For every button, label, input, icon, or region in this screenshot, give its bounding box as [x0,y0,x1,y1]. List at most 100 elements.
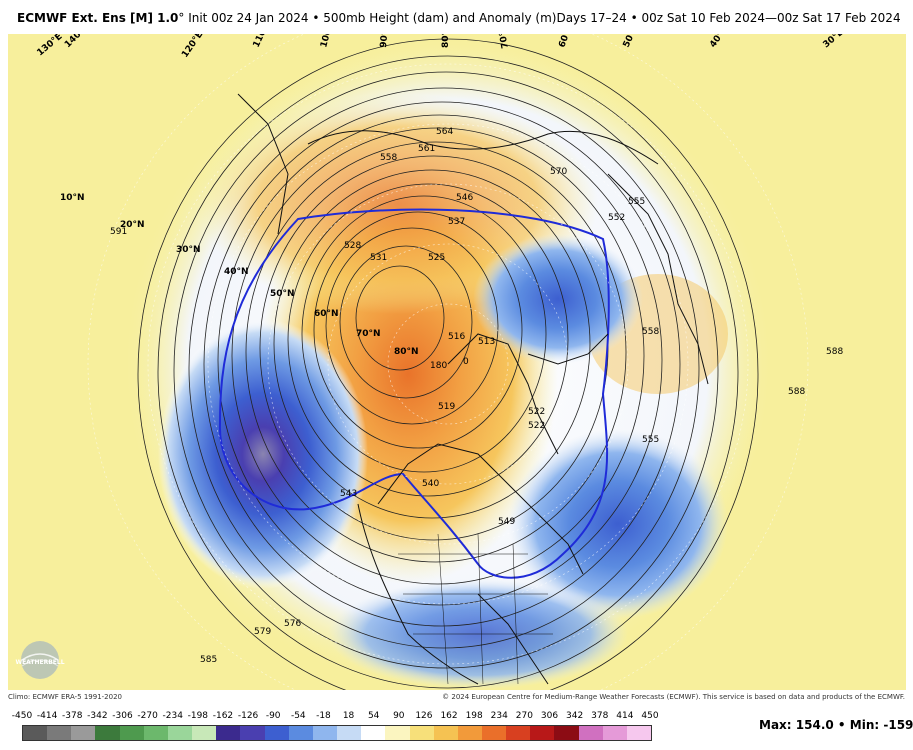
separator: • [837,718,846,732]
contour-label: 555 [628,197,645,207]
contour-label: 549 [498,517,515,527]
colorbar-tick-label: -414 [36,711,58,721]
colorbar-tick-label: 342 [566,711,584,721]
height-contours [137,38,759,690]
colorbar-swatch [23,726,48,740]
contour-label: 540 [422,479,439,489]
contour-label: 519 [438,402,455,412]
lon-label: 90°E [379,34,391,48]
contour-label: 576 [284,619,301,629]
colorbar-strip [22,725,652,741]
colorbar-tick-label: 126 [415,711,433,721]
contour-label: 525 [428,253,445,263]
contour-label: 558 [380,153,397,163]
lat-label: 80°N [394,347,419,357]
colorbar-swatch [554,726,579,740]
colorbar-legend: -450 -414 -378 -342 -306 -270 -234 -198 -162 -126… [0,705,913,750]
credits-bar: Climo: ECMWF ERA-5 1991-2020 © 2024 Euro… [0,690,913,704]
colorbar-tick-label: -342 [87,711,108,721]
contour-label: 561 [418,144,435,154]
colorbar-swatch [216,726,241,740]
colorbar-tick-label: -198 [187,711,209,721]
colorbar-swatch [95,726,120,740]
lon-label: 70°E [497,34,511,49]
colorbar-tick-label: 234 [490,711,508,721]
contour-label: 522 [528,421,545,431]
polar-stereographic-map: 10°N 20°N 30°N 40°N 50°N 60°N 70°N 80°N … [8,34,906,690]
colorbar-swatch [192,726,217,740]
colorbar-swatch [530,726,555,740]
colorbar-swatch [119,726,144,740]
colorbar-swatch [506,726,531,740]
colorbar-swatch [385,726,410,740]
chart-title: ECMWF Ext. Ens [M] 1.0° Init 00z 24 Jan … [17,11,901,25]
contour-label: 585 [200,655,217,665]
colorbar-swatch [264,726,289,740]
coastlines [237,93,709,685]
title-details: Init 00z 24 Jan 2024 • 500mb Height (dam… [184,11,901,25]
lat-label: 40°N [224,267,249,277]
colorbar-tick-labels: -450 -414 -378 -342 -306 -270 -234 -198 -162 -126… [12,711,659,723]
max-value: 154.0 [795,718,834,732]
colorbar-swatch [167,726,193,740]
max-min-readout: Max: 154.0 • Min: -159.2 [759,718,913,732]
colorbar-swatch [433,726,458,740]
colorbar-tick-label: -54 [290,711,306,721]
colorbar-tick-label: 198 [465,711,483,721]
graticule [87,34,809,690]
lat-label: 20°N [120,220,145,230]
lat-label: 10°N [60,193,85,203]
contour-label: 528 [344,241,361,251]
colorbar-tick-label: -270 [137,711,158,721]
contour-labels: 564 561 558 546 537 528 525 516 519 522 … [110,127,843,665]
map-canvas: 10°N 20°N 30°N 40°N 50°N 60°N 70°N 80°N … [8,34,906,690]
climo-credit: Climo: ECMWF ERA-5 1991-2020 [8,693,122,701]
lat-label: 30°N [176,245,201,255]
negative-anomaly-pacific [158,319,368,589]
contour-label: 543 [340,489,357,499]
contour-label: 513 [478,337,495,347]
colorbar-tick-label: -378 [62,711,83,721]
colorbar-tick-label: 162 [440,711,458,721]
contour-label: 180 [430,361,447,371]
state-borders [398,533,553,685]
contour-label: 570 [550,167,567,177]
chart-title-bar: ECMWF Ext. Ens [M] 1.0° Init 00z 24 Jan … [0,0,913,34]
colorbar-swatch [626,726,652,740]
colorbar-tick-label: -90 [265,711,281,721]
colorbar-tick-label: -18 [316,711,331,721]
anomaly-outline [218,208,610,579]
colorbar-tick-label: 306 [540,711,559,721]
min-value: -159.2 [883,718,913,732]
colorbar-tick-label: 18 [342,711,355,721]
latitude-labels: 10°N 20°N 30°N 40°N 50°N 60°N 70°N 80°N [60,193,419,357]
colorbar-tick-label: 90 [393,711,405,721]
colorbar-swatch [457,726,482,740]
colorbar-tick-label: 414 [616,711,634,721]
colorbar-swatch [481,726,507,740]
lat-label: 50°N [270,289,295,299]
colorbar-tick-label: 378 [591,711,609,721]
lat-label: 70°N [356,329,381,339]
min-label: Min: [849,718,880,732]
contour-label: 531 [370,253,387,263]
lon-label: 80°E [441,34,451,48]
colorbar-tick-label: -126 [237,711,259,721]
colorbar-swatch [409,726,434,740]
contour-label: 555 [642,435,659,445]
colorbar-swatch [71,726,96,740]
colorbar-swatch [312,726,338,740]
contour-label: 546 [456,193,473,203]
colorbar-swatch [337,726,362,740]
colorbar-tick-label: -450 [11,711,33,721]
colorbar-tick-label: 450 [641,711,659,721]
colorbar-tick-label: -306 [112,711,133,721]
contour-label: 591 [110,227,127,237]
negative-anomaly-scandinavia [473,234,643,364]
colorbar-tick-label: 270 [515,711,533,721]
contour-label: 564 [436,127,453,137]
colorbar-tick-label: 54 [367,711,380,721]
colorbar-tick-label: -234 [162,711,183,721]
contour-label: 588 [788,387,805,397]
colorbar-swatch [288,726,313,740]
